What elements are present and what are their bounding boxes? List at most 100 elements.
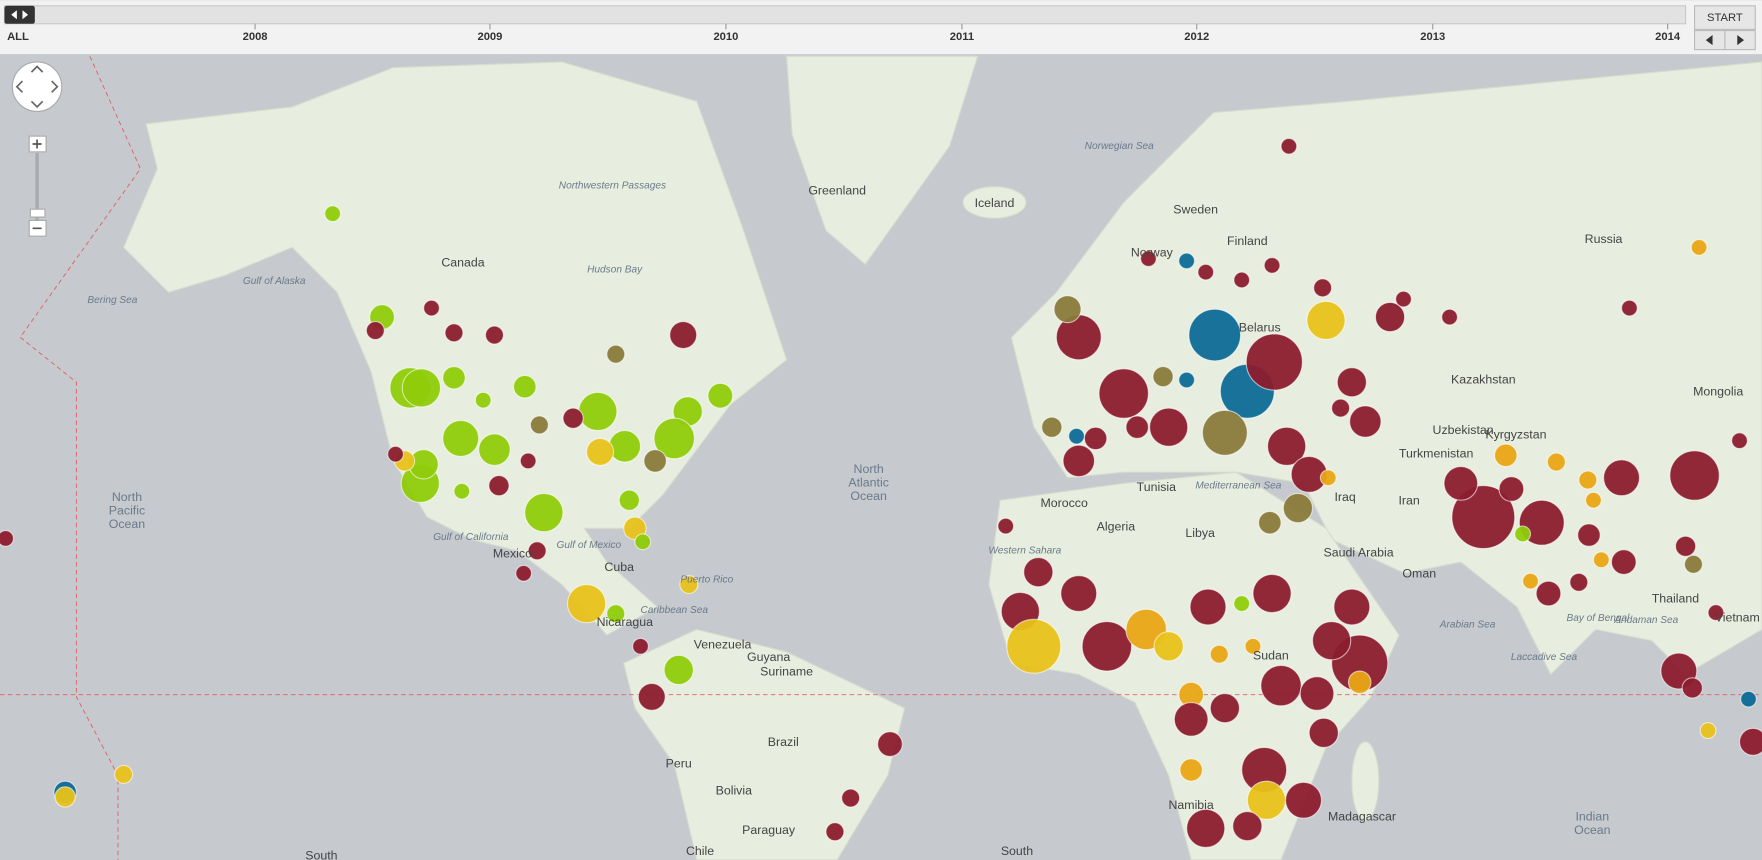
- event-marker[interactable]: [1738, 727, 1762, 756]
- event-marker[interactable]: [474, 391, 492, 409]
- event-marker[interactable]: [1149, 407, 1189, 447]
- event-marker[interactable]: [1258, 510, 1282, 535]
- event-marker[interactable]: [1209, 692, 1241, 724]
- event-marker[interactable]: [643, 449, 667, 473]
- event-marker[interactable]: [1152, 365, 1174, 388]
- event-marker[interactable]: [1173, 701, 1209, 737]
- event-marker[interactable]: [1153, 631, 1184, 662]
- event-marker[interactable]: [1535, 580, 1562, 607]
- event-marker[interactable]: [1592, 551, 1610, 569]
- event-marker[interactable]: [1546, 452, 1566, 472]
- event-marker[interactable]: [488, 474, 510, 497]
- event-marker[interactable]: [1178, 252, 1196, 270]
- event-marker[interactable]: [401, 368, 442, 408]
- event-marker[interactable]: [1282, 492, 1314, 524]
- zoom-thumb[interactable]: [29, 208, 46, 218]
- event-marker[interactable]: [877, 731, 903, 758]
- event-marker[interactable]: [1260, 664, 1302, 707]
- event-marker[interactable]: [669, 320, 698, 350]
- event-marker[interactable]: [524, 492, 564, 533]
- event-marker[interactable]: [1451, 485, 1516, 550]
- timeline-track[interactable]: [3, 5, 1687, 25]
- event-marker[interactable]: [1674, 535, 1697, 557]
- event-marker[interactable]: [1441, 308, 1459, 326]
- event-marker[interactable]: [562, 407, 584, 429]
- event-marker[interactable]: [606, 604, 626, 624]
- event-marker[interactable]: [634, 533, 652, 551]
- event-marker[interactable]: [453, 482, 471, 500]
- event-marker[interactable]: [1683, 554, 1704, 574]
- event-marker[interactable]: [1331, 398, 1351, 418]
- event-marker[interactable]: [1023, 556, 1054, 588]
- event-marker[interactable]: [1245, 333, 1303, 391]
- event-marker[interactable]: [1313, 278, 1333, 298]
- event-marker[interactable]: [529, 415, 549, 435]
- event-marker[interactable]: [1178, 371, 1196, 389]
- event-marker[interactable]: [1188, 308, 1242, 362]
- event-marker[interactable]: [653, 417, 696, 460]
- event-marker[interactable]: [1669, 450, 1720, 501]
- event-marker[interactable]: [997, 517, 1015, 535]
- event-marker[interactable]: [444, 323, 464, 343]
- event-marker[interactable]: [1522, 572, 1539, 590]
- event-marker[interactable]: [1347, 670, 1372, 695]
- event-marker[interactable]: [1209, 644, 1229, 664]
- event-marker[interactable]: [586, 437, 615, 466]
- event-marker[interactable]: [527, 541, 547, 561]
- event-marker[interactable]: [637, 682, 666, 711]
- event-marker[interactable]: [1333, 588, 1371, 626]
- event-marker[interactable]: [1140, 250, 1157, 268]
- event-marker[interactable]: [1308, 717, 1339, 749]
- event-marker[interactable]: [0, 530, 15, 547]
- event-marker[interactable]: [387, 445, 404, 463]
- event-marker[interactable]: [566, 583, 607, 624]
- event-marker[interactable]: [663, 654, 694, 686]
- event-marker[interactable]: [1252, 573, 1292, 614]
- event-marker[interactable]: [825, 822, 845, 842]
- pan-control[interactable]: [11, 61, 63, 112]
- event-marker[interactable]: [1681, 677, 1704, 699]
- event-marker[interactable]: [54, 786, 76, 808]
- event-marker[interactable]: [1125, 415, 1150, 439]
- event-marker[interactable]: [1514, 525, 1532, 543]
- event-marker[interactable]: [1266, 426, 1307, 466]
- event-marker[interactable]: [1731, 432, 1748, 450]
- event-marker[interactable]: [679, 574, 699, 595]
- event-marker[interactable]: [1186, 808, 1226, 849]
- event-marker[interactable]: [1060, 574, 1098, 613]
- event-marker[interactable]: [1068, 427, 1085, 445]
- event-marker[interactable]: [1690, 238, 1708, 256]
- event-marker[interactable]: [1707, 604, 1725, 622]
- event-marker[interactable]: [1179, 758, 1203, 782]
- event-marker[interactable]: [1244, 637, 1262, 655]
- event-marker[interactable]: [423, 299, 440, 317]
- event-marker[interactable]: [1620, 299, 1638, 317]
- event-marker[interactable]: [442, 419, 480, 457]
- event-marker[interactable]: [1233, 595, 1251, 613]
- event-marker[interactable]: [1577, 523, 1601, 547]
- event-marker[interactable]: [365, 320, 385, 341]
- event-marker[interactable]: [1569, 572, 1589, 592]
- event-marker[interactable]: [1284, 781, 1323, 819]
- event-marker[interactable]: [1299, 676, 1335, 711]
- event-marker[interactable]: [1610, 549, 1637, 575]
- event-marker[interactable]: [1349, 405, 1382, 438]
- event-marker[interactable]: [442, 365, 466, 390]
- event-marker[interactable]: [1602, 459, 1641, 497]
- event-marker[interactable]: [608, 430, 642, 463]
- start-button[interactable]: [1694, 5, 1756, 30]
- event-marker[interactable]: [618, 489, 640, 511]
- event-marker[interactable]: [632, 637, 649, 655]
- event-marker[interactable]: [1006, 618, 1062, 674]
- event-marker[interactable]: [519, 452, 537, 470]
- event-marker[interactable]: [606, 344, 626, 364]
- event-marker[interactable]: [1493, 443, 1518, 468]
- event-marker[interactable]: [1233, 271, 1251, 289]
- event-marker[interactable]: [1443, 465, 1479, 501]
- event-marker[interactable]: [324, 205, 342, 223]
- event-marker[interactable]: [1098, 368, 1150, 419]
- event-marker[interactable]: [578, 391, 618, 432]
- event-marker[interactable]: [512, 374, 537, 399]
- event-marker[interactable]: [515, 564, 533, 582]
- event-marker[interactable]: [1740, 690, 1757, 708]
